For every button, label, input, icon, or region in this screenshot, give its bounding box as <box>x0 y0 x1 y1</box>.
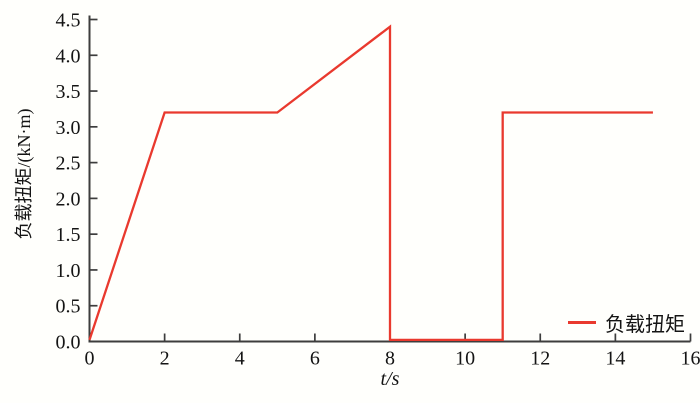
legend: 负载扭矩 <box>568 308 685 337</box>
y-tick-label: 0.5 <box>56 296 81 318</box>
x-tick-label: 6 <box>310 348 320 370</box>
y-tick-label: 1.5 <box>56 224 81 246</box>
legend-line-swatch <box>568 321 596 324</box>
y-tick-label: 3.0 <box>56 117 81 139</box>
x-tick-label: 16 <box>681 348 700 370</box>
x-tick-label: 14 <box>605 348 625 370</box>
x-tick-label: 8 <box>385 348 395 370</box>
y-tick-label: 2.5 <box>56 153 81 175</box>
series-line <box>88 24 653 342</box>
y-axis-label: 负载扭矩/(kN·m) <box>14 108 34 240</box>
y-tick-label: 4.0 <box>56 45 81 67</box>
y-tick-label: 2.0 <box>56 188 81 210</box>
x-tick-label: 4 <box>235 348 245 370</box>
y-tick-label: 1.0 <box>56 260 81 282</box>
x-tick-label: 12 <box>530 348 550 370</box>
legend-series-label: 负载扭矩 <box>605 314 685 336</box>
x-tick-label: 0 <box>85 348 95 370</box>
y-tick-label: 4.5 <box>56 10 81 32</box>
y-tick-label: 0.0 <box>56 332 81 354</box>
y-tick-label: 3.5 <box>56 81 81 103</box>
x-tick-label: 10 <box>455 348 475 370</box>
x-axis-label: t/s <box>380 368 400 390</box>
x-tick-label: 2 <box>160 348 170 370</box>
